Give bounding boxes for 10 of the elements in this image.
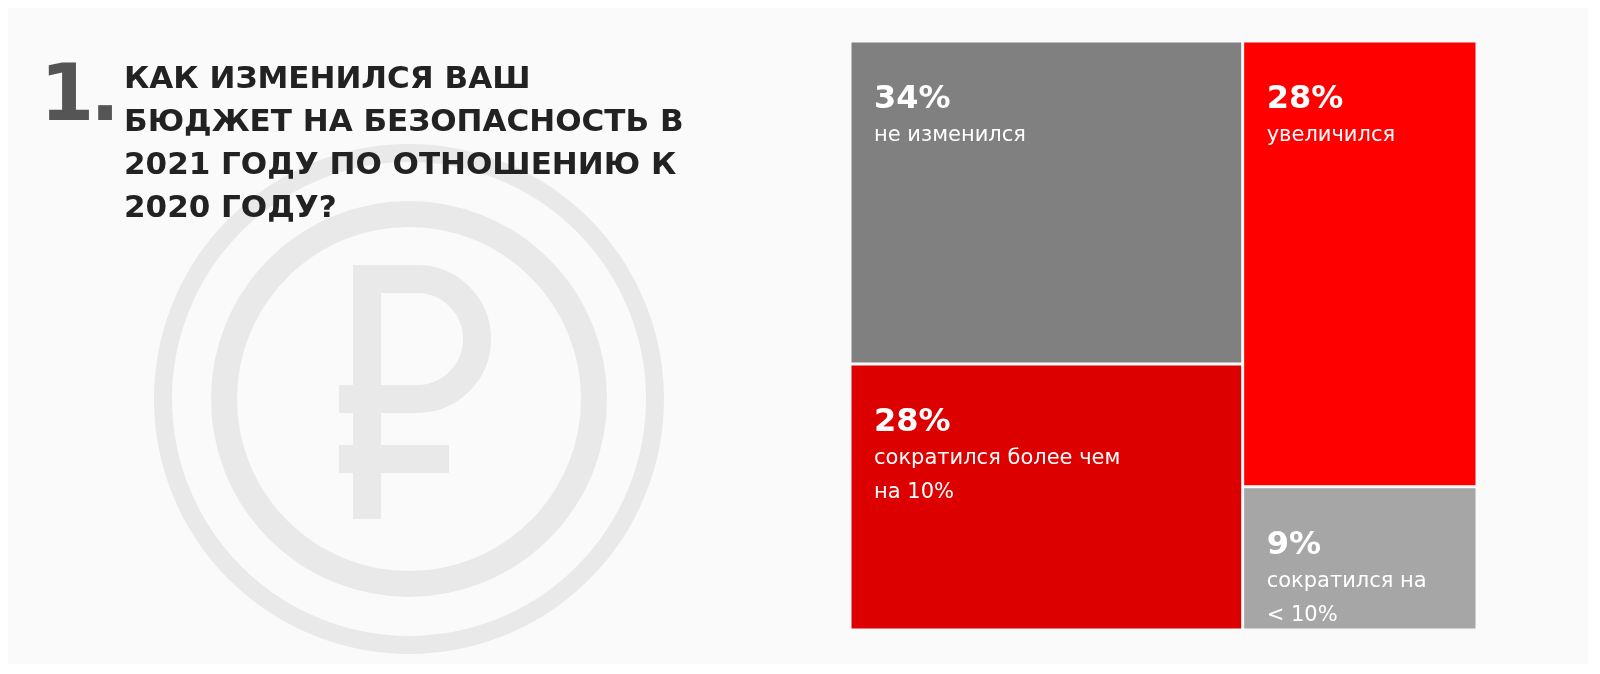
- text: КАК ИЗМЕНИЛСЯ ВАШ БЮДЖЕТ НА БЕЗОПАСНОСТЬ В 2021 ГОДУ ПО ОТНОШЕНИЮ К 2020 ГОДУ?: [124, 58, 684, 226]
- category-label: сократился на < 10%: [1266, 566, 1428, 628]
- category-label: сократился более чем на 10%: [874, 444, 1122, 505]
- data-label: 9%: [1266, 522, 1322, 563]
- data-label: 28%: [1266, 77, 1345, 117]
- data-label: 34%: [874, 77, 952, 117]
- text: 1.: [40, 48, 116, 138]
- data-label: 28%: [874, 400, 952, 440]
- category-label: увеличился: [1266, 121, 1397, 148]
- category-label: не изменился: [874, 121, 1027, 148]
